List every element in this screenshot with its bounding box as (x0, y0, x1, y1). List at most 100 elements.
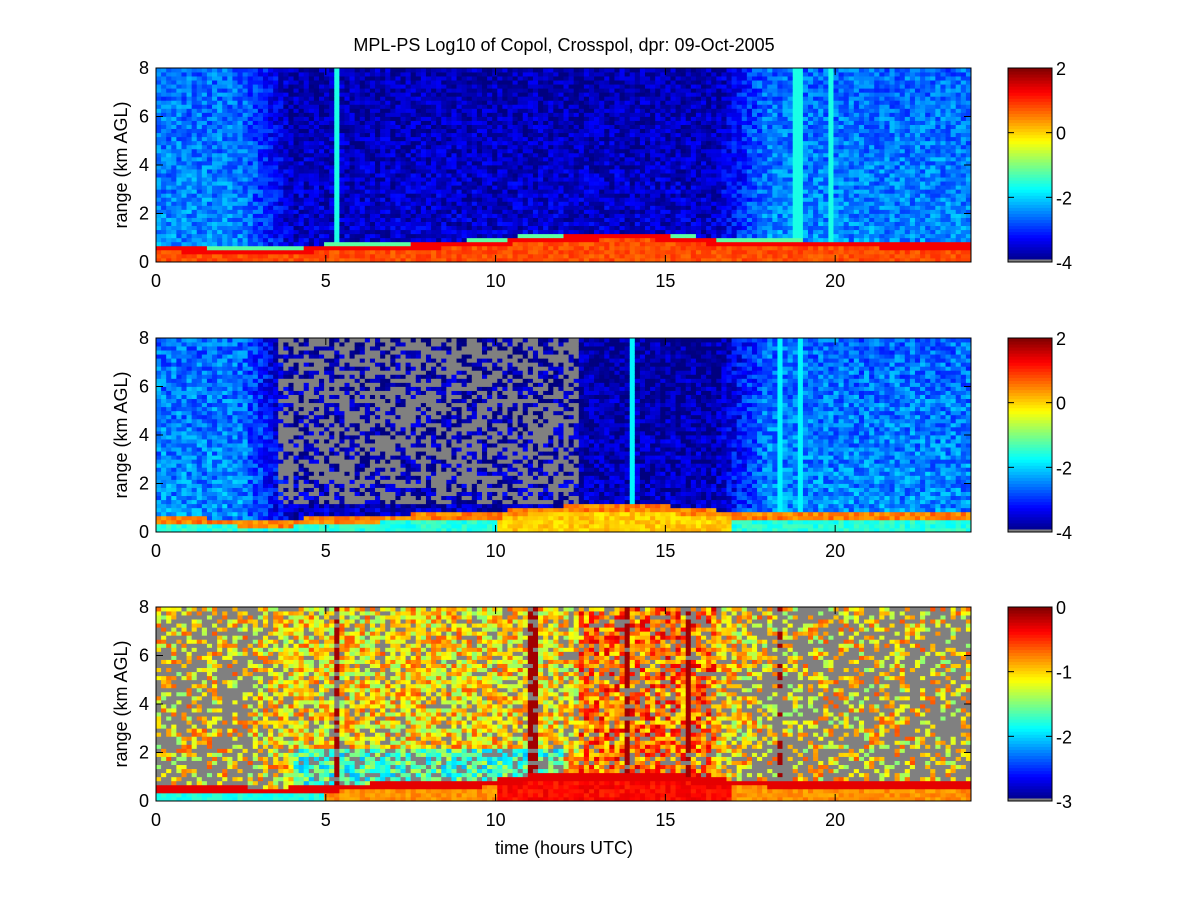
heatmap-cell (630, 80, 635, 84)
heatmap-cell (278, 173, 283, 177)
heatmap-cell (156, 246, 161, 250)
heatmap-cell (548, 141, 553, 145)
heatmap-cell (487, 169, 492, 173)
heatmap-cell (309, 222, 314, 226)
heatmap-cell (589, 96, 594, 100)
heatmap-cell (304, 129, 309, 133)
heatmap-cell (609, 157, 614, 161)
heatmap-cell (411, 238, 416, 242)
heatmap-cell (161, 96, 166, 100)
heatmap-cell (156, 197, 161, 201)
heatmap-cell (187, 157, 192, 161)
heatmap-cell (640, 242, 645, 246)
heatmap-cell (176, 234, 181, 238)
heatmap-cell (401, 214, 406, 218)
heatmap-cell (309, 117, 314, 121)
heatmap-cell (207, 84, 212, 88)
heatmap-cell (258, 226, 263, 230)
heatmap-cell (462, 145, 467, 149)
heatmap-cell (329, 197, 334, 201)
heatmap-cell (217, 137, 222, 141)
heatmap-cell (497, 201, 502, 205)
heatmap-cell (227, 234, 232, 238)
heatmap-cell (614, 218, 619, 222)
heatmap-cell (553, 205, 558, 209)
heatmap-cell (263, 250, 268, 254)
heatmap-cell (660, 218, 665, 222)
heatmap-cell (533, 226, 538, 230)
heatmap-cell (584, 125, 589, 129)
heatmap-cell (339, 137, 344, 141)
heatmap-cell (385, 92, 390, 96)
heatmap-cell (665, 137, 670, 141)
heatmap-cell (222, 80, 227, 84)
heatmap-cell (156, 88, 161, 92)
heatmap-cell (294, 169, 299, 173)
heatmap-cell (212, 88, 217, 92)
heatmap-cell (370, 165, 375, 169)
heatmap-cell (258, 96, 263, 100)
heatmap-cell (222, 96, 227, 100)
heatmap-cell (635, 165, 640, 169)
heatmap-cell (497, 218, 502, 222)
heatmap-cell (166, 108, 171, 112)
heatmap-cell (324, 149, 329, 153)
heatmap-cell (212, 112, 217, 116)
heatmap-cell (528, 88, 533, 92)
heatmap-cell (283, 133, 288, 137)
heatmap-cell (248, 157, 253, 161)
heatmap-cell (202, 145, 207, 149)
heatmap-cell (487, 193, 492, 197)
heatmap-cell (156, 153, 161, 157)
heatmap-cell (645, 137, 650, 141)
heatmap-cell (584, 218, 589, 222)
heatmap-cell (406, 157, 411, 161)
heatmap-cell (472, 250, 477, 254)
heatmap-cell (635, 173, 640, 177)
heatmap-cell (523, 189, 528, 193)
heatmap-cell (314, 177, 319, 181)
heatmap-cell (360, 201, 365, 205)
heatmap-cell (609, 242, 614, 246)
heatmap-cell (207, 112, 212, 116)
heatmap-cell (304, 214, 309, 218)
heatmap-cell (273, 96, 278, 100)
heatmap-cell (243, 72, 248, 76)
heatmap-cell (166, 165, 171, 169)
heatmap-cell (243, 108, 248, 112)
heatmap-cell (579, 104, 584, 108)
heatmap-cell (614, 226, 619, 230)
heatmap-cell (523, 226, 528, 230)
heatmap-cell (370, 117, 375, 121)
heatmap-cell (192, 137, 197, 141)
heatmap-cell (385, 133, 390, 137)
heatmap-cell (441, 68, 446, 72)
heatmap-cell (375, 242, 380, 246)
heatmap-cell (238, 125, 243, 129)
heatmap-cell (467, 226, 472, 230)
heatmap-cell (589, 165, 594, 169)
heatmap-cell (507, 181, 512, 185)
heatmap-cell (324, 141, 329, 145)
heatmap-cell (243, 169, 248, 173)
heatmap-cell (599, 125, 604, 129)
heatmap-cell (380, 157, 385, 161)
heatmap-cell (263, 153, 268, 157)
heatmap-cell (360, 68, 365, 72)
heatmap-cell (360, 72, 365, 76)
heatmap-cell (192, 145, 197, 149)
heatmap-cell (273, 189, 278, 193)
heatmap-cell (564, 185, 569, 189)
heatmap-cell (676, 125, 681, 129)
heatmap-cell (314, 96, 319, 100)
heatmap-cell (314, 197, 319, 201)
heatmap-cell (507, 173, 512, 177)
heatmap-cell (482, 76, 487, 80)
heatmap-cell (416, 92, 421, 96)
heatmap-cell (156, 137, 161, 141)
heatmap-cell (431, 193, 436, 197)
heatmap-cell (548, 185, 553, 189)
heatmap-cell (395, 121, 400, 125)
heatmap-cell (273, 141, 278, 145)
heatmap-cell (187, 117, 192, 121)
